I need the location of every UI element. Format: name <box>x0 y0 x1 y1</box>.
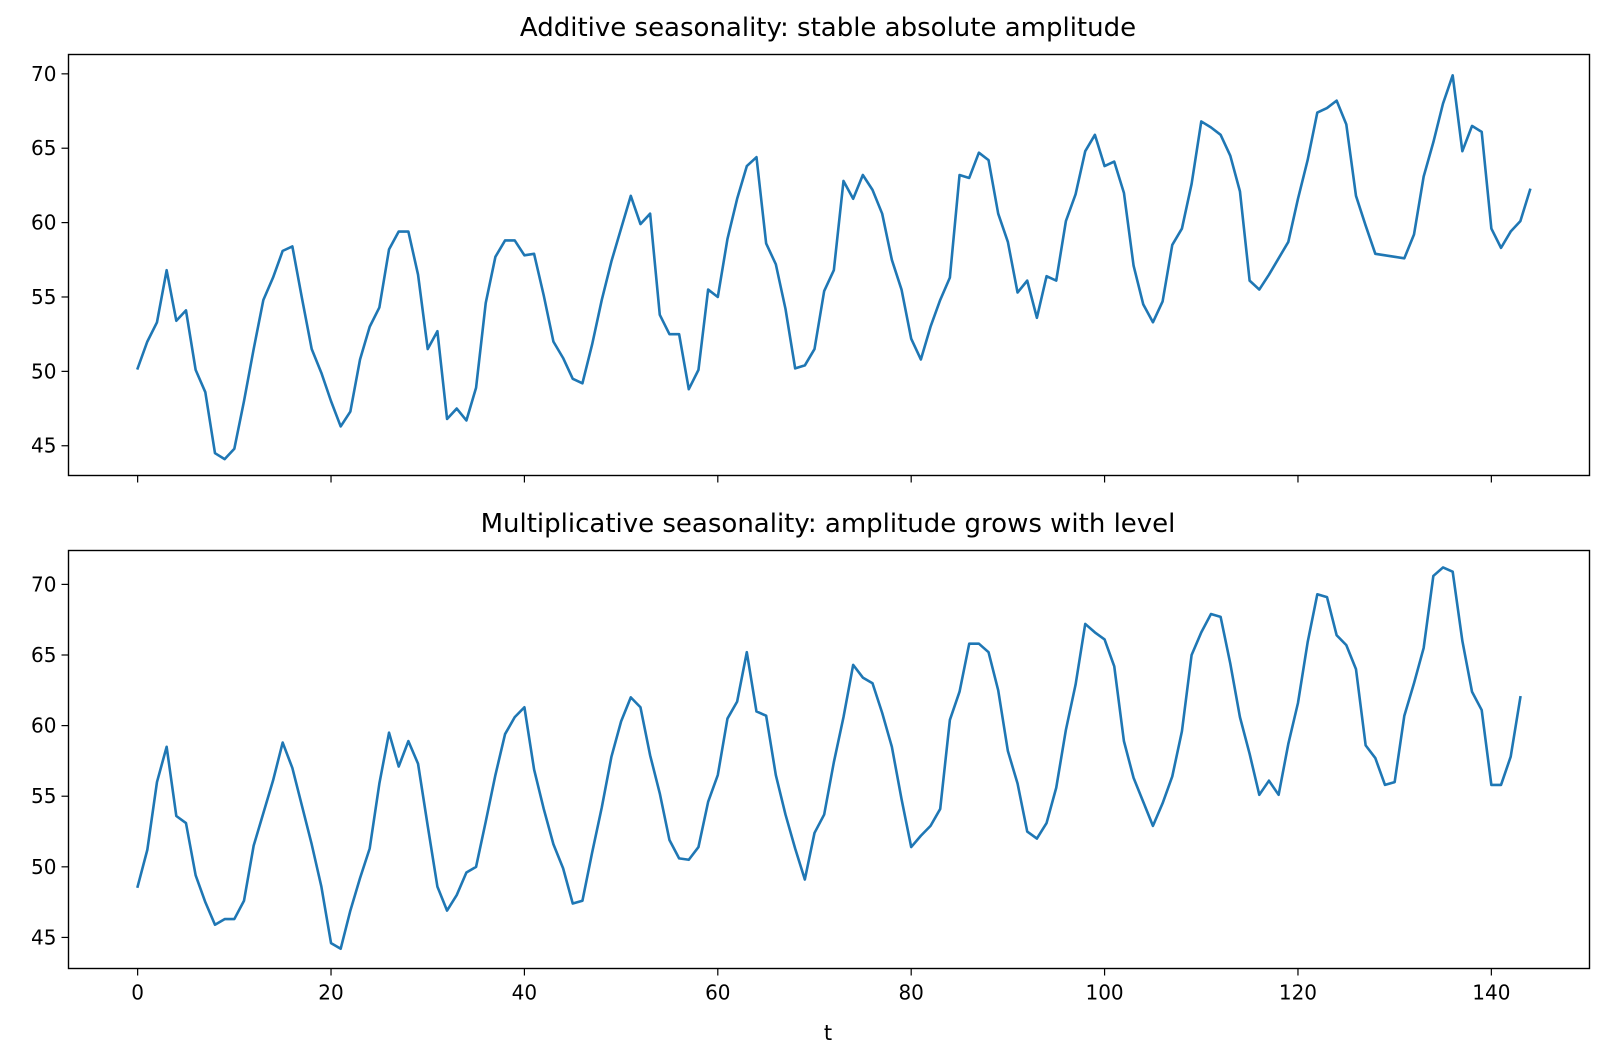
multiplicative-line-series <box>136 566 1522 951</box>
multiplicative-series-line <box>136 566 1522 951</box>
additive-chart-title: Additive seasonality: stable absolute am… <box>520 13 1136 43</box>
multiplicative-subplot: Multiplicative seasonality: amplitude gr… <box>31 509 1591 1045</box>
additive-subplot: Additive seasonality: stable absolute am… <box>31 13 1591 483</box>
multiplicative-y-tick-label: 65 <box>31 643 56 667</box>
multiplicative-x-tick-label: 80 <box>898 981 923 1005</box>
multiplicative-plot-frame <box>67 549 1591 970</box>
multiplicative-x-tick-label: 40 <box>512 981 537 1005</box>
additive-y-tick-label: 55 <box>31 285 56 309</box>
additive-y-tick-label: 65 <box>31 136 56 160</box>
additive-y-tick-label: 70 <box>31 62 56 86</box>
multiplicative-x-tick-label: 120 <box>1279 981 1317 1005</box>
additive-y-ticks: 45 50 55 60 65 70 <box>31 62 69 458</box>
multiplicative-y-ticks: 45 50 55 60 65 70 <box>31 572 69 949</box>
multiplicative-chart-title: Multiplicative seasonality: amplitude gr… <box>481 509 1176 539</box>
additive-y-tick-label: 45 <box>31 434 56 458</box>
multiplicative-x-tick-label: 0 <box>131 981 144 1005</box>
additive-plot-frame <box>67 53 1591 477</box>
multiplicative-x-tick-label: 100 <box>1085 981 1123 1005</box>
multiplicative-y-tick-label: 55 <box>31 784 56 808</box>
additive-line-series <box>135 74 1532 461</box>
multiplicative-y-tick-label: 60 <box>31 714 56 738</box>
additive-y-tick-label: 50 <box>31 359 56 383</box>
additive-x-ticks <box>137 475 1492 483</box>
additive-y-tick-label: 60 <box>31 211 56 235</box>
multiplicative-y-tick-label: 50 <box>31 855 56 879</box>
multiplicative-y-tick-label: 45 <box>31 925 56 949</box>
multiplicative-x-tick-label: 140 <box>1472 981 1510 1005</box>
x-axis-label: t <box>824 1021 832 1045</box>
additive-series-line <box>135 74 1532 461</box>
multiplicative-y-tick-label: 70 <box>31 572 56 596</box>
multiplicative-x-ticks: 0 20 40 60 80 100 120 140 <box>131 968 1510 1005</box>
multiplicative-x-tick-label: 20 <box>318 981 343 1005</box>
multiplicative-x-tick-label: 60 <box>705 981 730 1005</box>
